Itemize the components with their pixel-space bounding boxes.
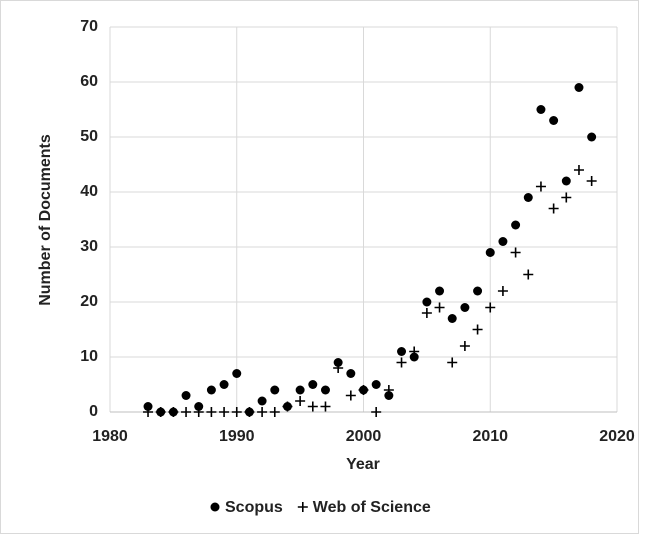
plus-marker: [345, 390, 356, 401]
dot-marker: [511, 220, 521, 230]
y-axis-label: Number of Documents: [37, 134, 54, 306]
dot-marker: [397, 347, 407, 356]
plus-marker: [297, 502, 308, 512]
y-tick-label: 20: [80, 293, 98, 310]
plus-marker: [447, 357, 458, 368]
dot-marker: [219, 380, 229, 389]
dot-marker: [257, 396, 267, 406]
plus-marker: [573, 165, 584, 175]
dot-marker: [194, 402, 204, 411]
plus-marker: [181, 407, 192, 417]
y-tick-label: 70: [80, 18, 98, 35]
plus-marker: [333, 363, 344, 373]
dot-marker: [460, 303, 470, 312]
dot-marker: [206, 385, 216, 395]
dot-marker: [295, 385, 305, 395]
plus-marker: [269, 407, 280, 417]
dot-marker: [422, 297, 432, 307]
legend-label: Web of Science: [313, 499, 431, 516]
plus-marker: [371, 407, 382, 417]
y-tick-label: 30: [80, 238, 98, 255]
plus-marker: [421, 308, 432, 318]
plus-marker: [396, 357, 407, 368]
dot-marker: [384, 391, 394, 400]
dot-marker: [435, 286, 445, 296]
plus-marker: [561, 192, 572, 203]
dot-marker: [536, 105, 546, 114]
plus-marker: [168, 407, 179, 417]
plus-marker: [320, 401, 331, 412]
plus-marker: [409, 346, 420, 357]
dot-marker: [232, 369, 242, 378]
dot-marker: [333, 358, 343, 367]
x-tick-label: 1980: [92, 428, 128, 445]
dot-marker: [473, 286, 483, 296]
plus-marker: [257, 407, 268, 417]
legend-label: Scopus: [225, 499, 283, 516]
plus-marker: [282, 401, 293, 412]
plus-marker: [231, 407, 242, 417]
dot-marker: [409, 352, 419, 362]
dot-marker: [371, 380, 381, 389]
plus-marker: [510, 247, 521, 258]
y-tick-label: 40: [80, 183, 98, 200]
plus-marker: [206, 407, 217, 417]
dot-marker: [574, 83, 584, 92]
plus-marker: [485, 302, 496, 313]
dot-marker: [308, 380, 318, 389]
y-tick-label: 50: [80, 128, 98, 145]
plus-marker: [295, 396, 306, 406]
plus-marker: [497, 286, 508, 296]
x-tick-label: 2000: [346, 428, 382, 445]
dot-marker: [346, 369, 356, 378]
plus-marker: [143, 407, 154, 417]
plus-marker: [219, 407, 230, 417]
y-tick-label: 0: [89, 403, 98, 420]
x-tick-label: 2010: [472, 428, 508, 445]
plus-marker: [523, 269, 534, 280]
plus-marker: [307, 401, 318, 412]
x-axis-label: Year: [346, 456, 380, 473]
dot-marker: [561, 176, 571, 186]
dot-marker: [210, 502, 220, 512]
dot-marker: [320, 385, 330, 395]
plus-marker: [459, 341, 470, 351]
plus-marker: [535, 181, 546, 192]
dot-marker: [181, 391, 191, 400]
dot-marker: [447, 314, 457, 323]
plus-marker: [434, 302, 445, 313]
plus-marker: [358, 385, 369, 395]
y-tick-label: 60: [80, 73, 98, 90]
y-tick-label: 10: [80, 348, 98, 365]
plus-marker: [548, 203, 559, 214]
x-tick-label: 2020: [599, 428, 635, 445]
dot-marker: [485, 248, 495, 257]
dot-marker: [498, 237, 508, 246]
dot-marker: [143, 402, 153, 411]
dot-marker: [549, 116, 559, 125]
plus-marker: [193, 407, 204, 417]
plus-marker: [244, 407, 255, 417]
dot-marker: [587, 132, 597, 142]
plus-marker: [383, 385, 394, 395]
plus-marker: [586, 176, 597, 186]
plus-marker: [155, 407, 166, 417]
plus-marker: [472, 324, 483, 335]
x-tick-label: 1990: [219, 428, 255, 445]
dot-marker: [523, 193, 533, 202]
dot-marker: [270, 385, 280, 395]
